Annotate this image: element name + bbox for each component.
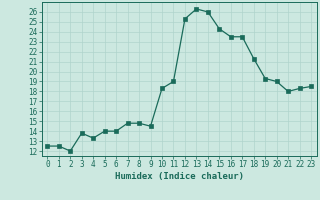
X-axis label: Humidex (Indice chaleur): Humidex (Indice chaleur) [115, 172, 244, 181]
